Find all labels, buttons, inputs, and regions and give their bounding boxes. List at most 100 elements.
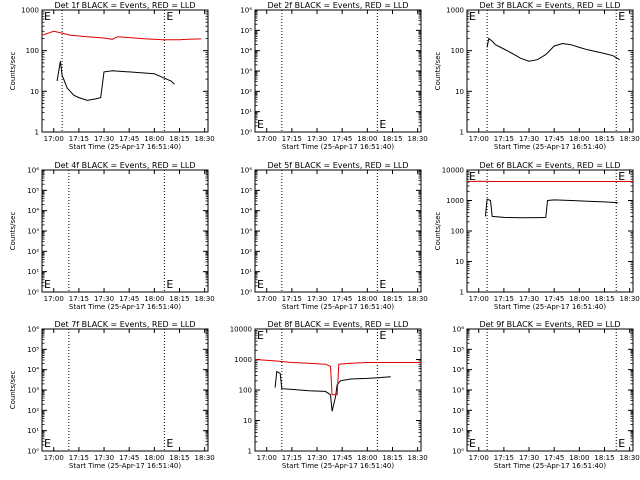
panel-det-1: Det 1f BLACK = Events, RED = LLD 17:00 17:… — [9, 1, 215, 151]
x-tick-label: 17:15 — [282, 135, 302, 143]
x-tick-label: 17:15 — [69, 295, 89, 303]
x-tick-label: 17:15 — [494, 454, 514, 462]
x-tick-label: 17:00 — [469, 454, 489, 462]
panel-title: Det 7f BLACK = Events, RED = LLD — [54, 320, 195, 329]
x-tick-label: 17:00 — [44, 295, 64, 303]
x-tick-label: 17:30 — [94, 454, 114, 462]
x-tick-label: 18:15 — [382, 295, 402, 303]
panel-det-5: Det 5f BLACK = Events, RED = LLD 17:00 17:… — [240, 161, 427, 311]
event-marker-label: E — [257, 329, 264, 342]
event-marker-label: E — [166, 278, 173, 291]
event-marker-label: E — [166, 10, 173, 23]
y-tick-label: 10⁴ — [240, 47, 252, 55]
x-tick-label: 17:30 — [519, 135, 539, 143]
x-tick-label: 18:30 — [620, 135, 640, 143]
x-tick-label: 18:00 — [144, 454, 164, 462]
x-tick-label: 18:30 — [408, 295, 428, 303]
y-tick-label: 1 — [460, 289, 464, 297]
y-tick-label: 1000 — [446, 197, 464, 205]
x-tick-label: 18:00 — [569, 454, 589, 462]
event-marker-label: E — [257, 118, 264, 131]
event-marker-label: E — [618, 10, 625, 23]
x-axis-label: Start Time (25-Apr-17 16:51:40) — [69, 303, 181, 311]
y-tick-label: 100 — [26, 47, 39, 55]
series-events-line — [486, 37, 620, 62]
x-tick-label: 17:30 — [94, 295, 114, 303]
x-tick-label: 17:45 — [119, 135, 139, 143]
x-tick-label: 18:15 — [169, 295, 189, 303]
x-tick-label: 17:00 — [469, 295, 489, 303]
y-axis-label: Counts/sec — [9, 212, 17, 251]
x-tick-label: 18:00 — [357, 135, 377, 143]
x-tick-label: 18:15 — [594, 454, 614, 462]
event-marker-label: E — [44, 10, 51, 23]
y-tick-label: 1 — [248, 448, 252, 456]
y-tick-label: 100 — [451, 47, 464, 55]
panel-title: Det 8f BLACK = Events, RED = LLD — [267, 320, 408, 329]
x-tick-label: 17:45 — [332, 295, 352, 303]
y-axis-label: Counts/sec — [9, 371, 17, 410]
y-tick-label: 10⁵ — [27, 346, 39, 354]
series-events-line — [56, 61, 175, 101]
y-tick-label: 10² — [452, 407, 464, 415]
x-tick-label: 17:30 — [519, 295, 539, 303]
event-marker-label: E — [469, 10, 476, 23]
event-marker-label: E — [618, 170, 625, 183]
x-tick-label: 17:00 — [44, 454, 64, 462]
y-tick-label: 10⁵ — [240, 27, 252, 35]
x-tick-label: 18:00 — [144, 295, 164, 303]
y-tick-label: 10³ — [452, 387, 464, 395]
y-tick-label: 1 — [460, 129, 464, 137]
x-tick-label: 18:00 — [569, 295, 589, 303]
event-marker-label: E — [379, 118, 386, 131]
y-tick-label: 10³ — [27, 387, 39, 395]
y-tick-label: 10⁶ — [240, 7, 252, 15]
x-tick-label: 18:00 — [357, 295, 377, 303]
y-tick-label: 1 — [35, 129, 39, 137]
y-tick-label: 10¹ — [27, 427, 39, 435]
panel-det-3: Det 3f BLACK = Events, RED = LLD 17:00 17:… — [434, 1, 640, 151]
y-tick-label: 10 — [243, 417, 252, 425]
y-tick-label: 10² — [27, 248, 39, 256]
x-tick-label: 17:00 — [257, 295, 277, 303]
x-tick-label: 18:15 — [382, 135, 402, 143]
panel-title: Det 3f BLACK = Events, RED = LLD — [479, 1, 620, 10]
x-tick-label: 17:45 — [544, 295, 564, 303]
x-axis-label: Start Time (25-Apr-17 16:51:40) — [494, 303, 606, 311]
panel-title: Det 4f BLACK = Events, RED = LLD — [54, 161, 195, 170]
x-tick-label: 17:30 — [307, 295, 327, 303]
x-tick-label: 18:30 — [408, 135, 428, 143]
y-tick-label: 10000 — [442, 167, 464, 175]
y-tick-label: 10¹ — [240, 268, 252, 276]
y-tick-label: 10³ — [240, 68, 252, 76]
x-tick-label: 17:30 — [307, 454, 327, 462]
x-tick-label: 18:30 — [195, 454, 215, 462]
x-tick-label: 18:30 — [620, 454, 640, 462]
plot-frame — [254, 169, 422, 293]
x-tick-label: 17:45 — [119, 454, 139, 462]
panel-det-8: Det 8f BLACK = Events, RED = LLD 17:00 17:… — [230, 320, 428, 470]
y-axis-label: Counts/sec — [434, 212, 442, 251]
x-tick-label: 18:15 — [382, 454, 402, 462]
x-tick-label: 18:30 — [408, 454, 428, 462]
panel-det-4: Det 4f BLACK = Events, RED = LLD 17:00 17:… — [9, 161, 215, 311]
y-tick-label: 10000 — [230, 326, 252, 334]
panel-title: Det 9f BLACK = Events, RED = LLD — [479, 320, 620, 329]
x-tick-label: 18:15 — [594, 295, 614, 303]
x-tick-label: 17:15 — [494, 295, 514, 303]
series-events-line — [484, 198, 618, 219]
x-tick-label: 17:15 — [69, 454, 89, 462]
x-tick-label: 17:30 — [307, 135, 327, 143]
x-tick-label: 18:15 — [169, 454, 189, 462]
y-tick-label: 10⁰ — [240, 129, 252, 137]
x-tick-label: 18:00 — [569, 135, 589, 143]
y-tick-label: 100 — [239, 387, 252, 395]
x-tick-label: 18:15 — [169, 135, 189, 143]
event-marker-label: E — [44, 278, 51, 291]
event-marker-label: E — [469, 170, 476, 183]
x-tick-label: 18:30 — [620, 295, 640, 303]
x-tick-label: 18:15 — [594, 135, 614, 143]
y-tick-label: 10⁰ — [240, 289, 252, 297]
plot-frame — [41, 328, 209, 452]
